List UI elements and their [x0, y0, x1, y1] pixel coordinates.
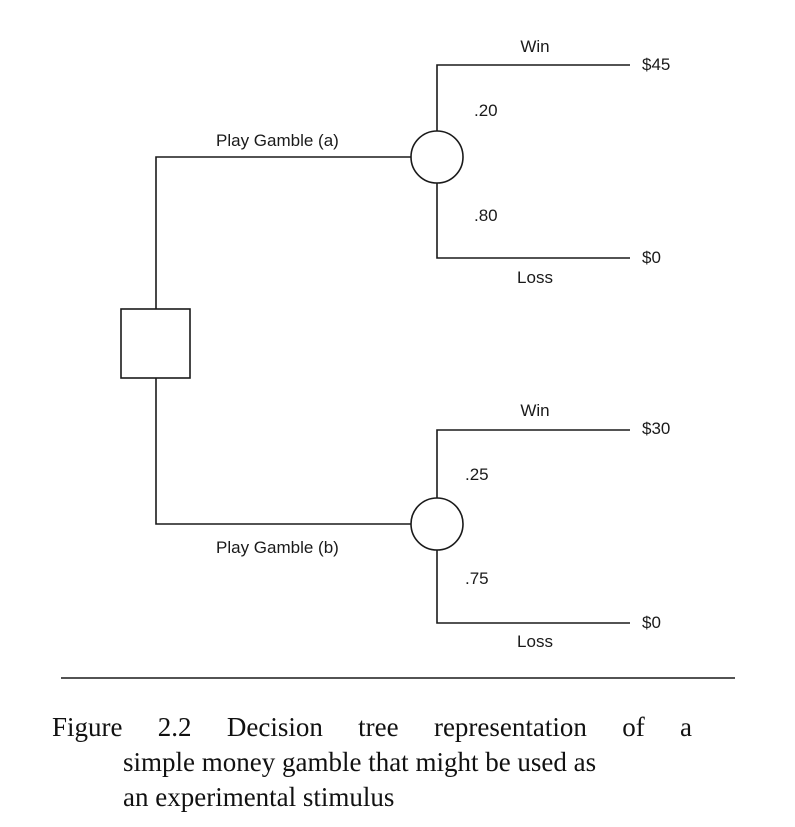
outcome-line-b-win [436, 429, 630, 498]
outcome-line-a-loss [436, 183, 630, 259]
payoff-label-b-loss: $0 [642, 613, 661, 632]
probability-label-a-win: .20 [474, 101, 498, 120]
decision-node [120, 308, 191, 379]
branch-label-gamble-a: Play Gamble (a) [216, 131, 339, 150]
payoff-label-a-loss: $0 [642, 248, 661, 267]
outcome-label-a-win: Win [520, 37, 549, 56]
caption-line-2: simple money gamble that might be used a… [123, 747, 597, 777]
branch-label-gamble-b: Play Gamble (b) [216, 538, 339, 557]
probability-label-b-win: .25 [465, 465, 489, 484]
outcome-label-b-win: Win [520, 401, 549, 420]
probability-label-a-loss: .80 [474, 206, 498, 225]
chance-node-b [410, 497, 464, 551]
payoff-label-a-win: $45 [642, 55, 670, 74]
outcome-label-a-loss: Loss [517, 268, 553, 287]
outcome-line-b-loss [436, 550, 630, 624]
outcome-label-b-loss: Loss [517, 632, 553, 651]
branch-line-gamble-b [155, 378, 411, 525]
payoff-label-b-win: $30 [642, 419, 670, 438]
chance-node-a [410, 130, 464, 184]
probability-label-b-loss: .75 [465, 569, 489, 588]
caption-line-3: an experimental stimulus [123, 782, 395, 812]
branch-line-gamble-a [155, 156, 411, 309]
figure-caption: Figure 2.2 Decision tree representation … [52, 710, 692, 815]
outcome-line-a-win [436, 64, 630, 131]
caption-line-1: Figure 2.2 Decision tree representation … [52, 712, 692, 742]
decision-tree-diagram: Play Gamble (a) Play Gamble (b) Win .20 … [61, 37, 735, 679]
